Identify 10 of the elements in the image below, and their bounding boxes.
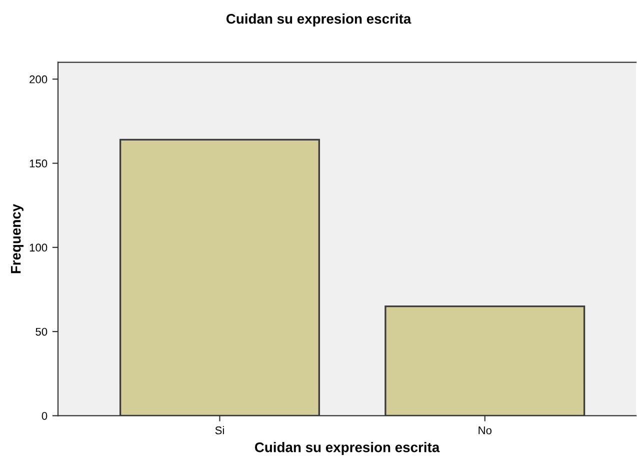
x-tick-label: No bbox=[478, 426, 492, 434]
y-tick-label: 200 bbox=[30, 75, 48, 84]
y-tick-label: 50 bbox=[36, 328, 48, 336]
y-axis-title: Frequency bbox=[11, 204, 24, 274]
x-axis-title: Cuidan su expresion escrita bbox=[254, 442, 440, 455]
y-tick-label: 0 bbox=[42, 412, 48, 420]
chart-title: Cuidan su expresion escrita bbox=[226, 14, 412, 26]
y-tick-label: 100 bbox=[30, 244, 48, 252]
x-tick-label: Si bbox=[215, 426, 224, 434]
y-tick-label: 150 bbox=[30, 160, 48, 168]
